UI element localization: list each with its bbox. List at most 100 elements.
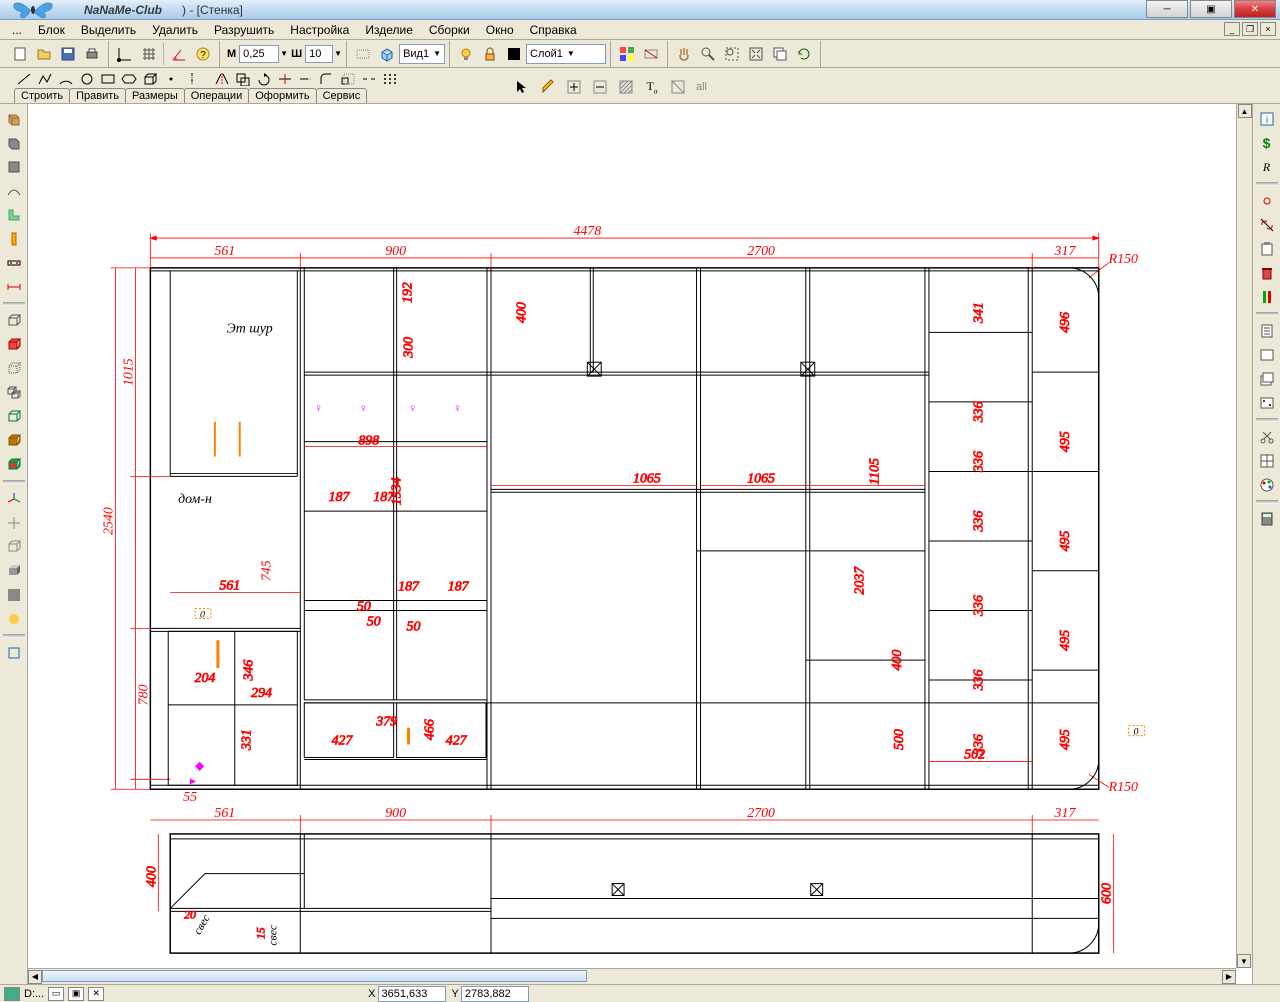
arc-tool[interactable] [56, 70, 76, 88]
open-button[interactable] [33, 43, 55, 65]
save-button[interactable] [57, 43, 79, 65]
rect-sel-button[interactable] [352, 43, 374, 65]
fillet-tool[interactable] [317, 70, 337, 88]
status-btn-2[interactable]: ▣ [68, 987, 84, 1001]
calc-tool[interactable] [1256, 508, 1278, 530]
status-btn-1[interactable]: ▭ [48, 987, 64, 1001]
menu-assemblies[interactable]: Сборки [421, 21, 478, 39]
move-minus-tool[interactable] [589, 76, 611, 98]
print-button[interactable] [81, 43, 103, 65]
box3d-tool[interactable] [3, 310, 25, 332]
diag-fill-tool[interactable] [667, 76, 689, 98]
menu-block[interactable]: Блок [30, 21, 73, 39]
origin-button[interactable] [114, 43, 136, 65]
lock-button[interactable] [479, 43, 501, 65]
tab-format[interactable]: Оформить [248, 88, 316, 103]
solid-wood-tool[interactable] [3, 430, 25, 452]
pencil-tool[interactable] [537, 76, 559, 98]
vertical-scrollbar[interactable]: ▲ ▼ [1236, 104, 1252, 968]
scale-tool[interactable] [338, 70, 358, 88]
solid-red-tool[interactable] [3, 454, 25, 476]
coord-x-input[interactable] [378, 986, 446, 1002]
layer-off-button[interactable] [640, 43, 662, 65]
close-button[interactable]: ✕ [1234, 0, 1276, 18]
layers-manage-button[interactable] [616, 43, 638, 65]
view-combo[interactable]: Вид1▼ [399, 44, 445, 64]
layer-combo[interactable]: Слой1▼ [526, 44, 606, 64]
width-input[interactable] [305, 45, 333, 63]
rect-tool[interactable] [98, 70, 118, 88]
polyline-tool[interactable] [35, 70, 55, 88]
horizontal-scrollbar[interactable]: ◀ ▶ [28, 968, 1236, 984]
box-tool[interactable] [140, 70, 160, 88]
tab-service[interactable]: Сервис [316, 88, 368, 103]
drill-sheet-tool[interactable] [1256, 392, 1278, 414]
move3d-tool[interactable] [3, 512, 25, 534]
stop-tool[interactable] [1256, 286, 1278, 308]
shade-cube-tool[interactable] [3, 560, 25, 582]
tab-ops[interactable]: Операции [184, 88, 249, 103]
render-tool[interactable] [3, 608, 25, 630]
dim-tool[interactable] [3, 276, 25, 298]
extend-tool[interactable] [296, 70, 316, 88]
menu-delete[interactable]: Удалить [144, 21, 206, 39]
mirror-tool[interactable] [212, 70, 232, 88]
trim-tool[interactable] [275, 70, 295, 88]
color-swatch[interactable] [503, 43, 525, 65]
rotate-tool[interactable] [254, 70, 274, 88]
help-button[interactable]: ? [192, 43, 214, 65]
cut-tool[interactable] [1256, 426, 1278, 448]
report-tool[interactable] [1256, 320, 1278, 342]
misc-tool[interactable] [3, 642, 25, 664]
canvas-viewport[interactable]: 4478 561 900 2700 317 R150 R150 [28, 104, 1252, 984]
status-btn-3[interactable]: ✕ [88, 987, 104, 1001]
wire-cube-tool[interactable] [3, 536, 25, 558]
cube-tool[interactable] [3, 406, 25, 428]
pointer-tool[interactable] [511, 76, 533, 98]
menu-help[interactable]: Справка [522, 21, 585, 39]
point-tool[interactable] [161, 70, 181, 88]
panel-tool[interactable] [3, 108, 25, 130]
zoom-fit-button[interactable] [745, 43, 767, 65]
menu-placeholder[interactable]: ... [4, 21, 30, 39]
panel3-tool[interactable] [3, 156, 25, 178]
tab-dims[interactable]: Размеры [125, 88, 185, 103]
info-tool[interactable]: i [1256, 108, 1278, 130]
move-plus-tool[interactable] [563, 76, 585, 98]
text-tool[interactable]: Tα [641, 76, 663, 98]
delete-tool[interactable] [1256, 262, 1278, 284]
mdi-restore-button[interactable]: ❐ [1242, 22, 1258, 36]
pan-button[interactable] [673, 43, 695, 65]
tab-build[interactable]: Строить [14, 88, 70, 103]
radius-tool[interactable]: R [1256, 156, 1278, 178]
menu-product[interactable]: Изделие [357, 21, 421, 39]
bulb-button[interactable] [455, 43, 477, 65]
status-file-button[interactable] [4, 987, 20, 1001]
coord-y-input[interactable] [461, 986, 529, 1002]
hex-tool[interactable] [119, 70, 139, 88]
array-tool[interactable] [380, 70, 400, 88]
menu-select[interactable]: Выделить [73, 21, 144, 39]
axis-tool[interactable] [182, 70, 202, 88]
angle-button[interactable] [168, 43, 190, 65]
hardware-tool[interactable] [3, 228, 25, 250]
profile-tool[interactable] [3, 204, 25, 226]
panel2-tool[interactable] [3, 132, 25, 154]
hatch-tool[interactable] [615, 76, 637, 98]
zoom-button[interactable] [697, 43, 719, 65]
clipboard-tool[interactable] [1256, 238, 1278, 260]
curve-tool[interactable] [3, 180, 25, 202]
refresh-button[interactable] [793, 43, 815, 65]
zoom-win-button[interactable] [721, 43, 743, 65]
sheet-tool[interactable] [1256, 344, 1278, 366]
tab-edit[interactable]: Править [69, 88, 126, 103]
view-3d-button[interactable] [376, 43, 398, 65]
maximize-button[interactable]: ▣ [1190, 0, 1232, 18]
menu-window[interactable]: Окно [478, 21, 522, 39]
menu-destroy[interactable]: Разрушить [206, 21, 282, 39]
scale-input[interactable] [239, 45, 279, 63]
price-tool[interactable]: $ [1256, 132, 1278, 154]
copy-tool[interactable] [233, 70, 253, 88]
minimize-button[interactable]: ─ [1146, 0, 1188, 18]
axis3d-tool[interactable] [3, 488, 25, 510]
